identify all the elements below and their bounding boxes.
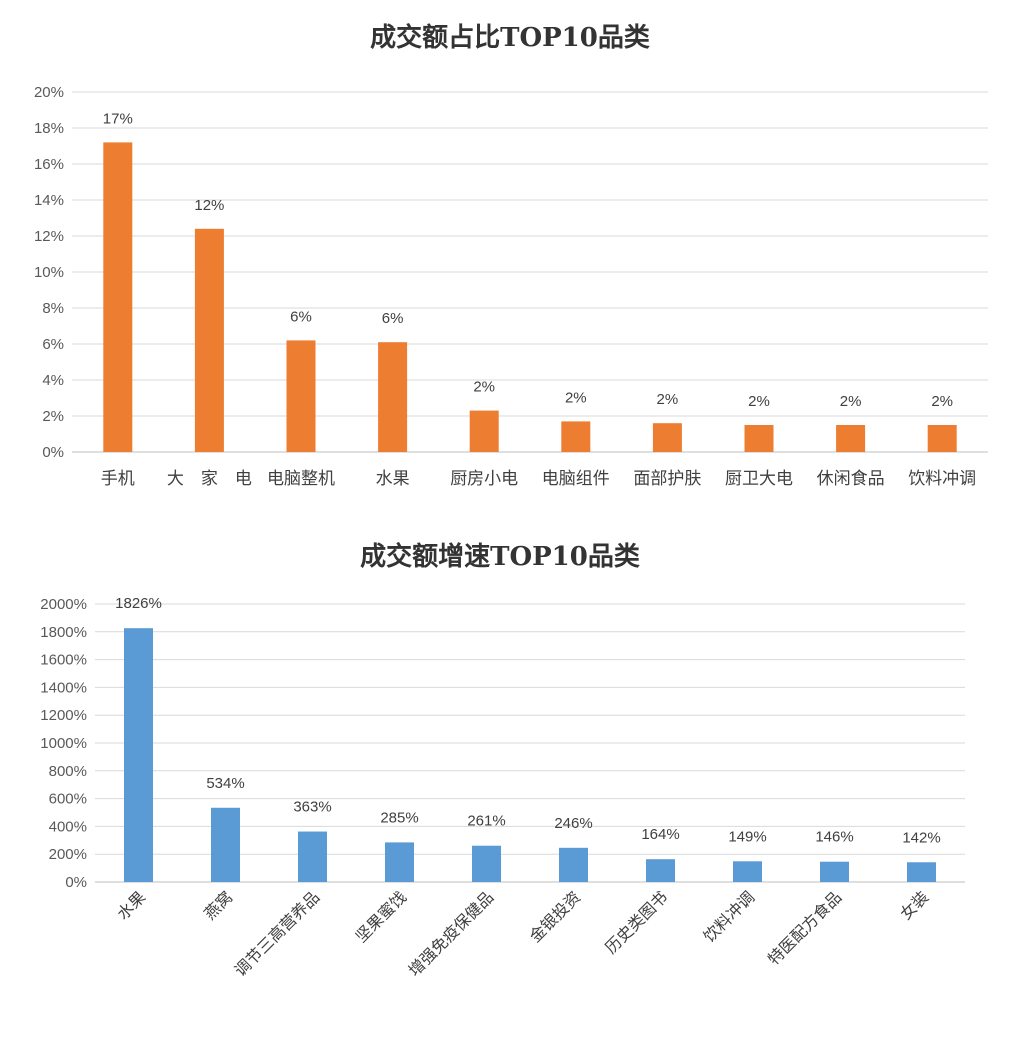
bar	[298, 831, 327, 882]
data-label: 149%	[728, 828, 766, 845]
chart-share-top10: 成交额占比TOP10品类 0% 2% 4% 6% 8% 10% 12% 14% 16% 18% 20%…	[0, 0, 1015, 520]
y-tick-label: 400%	[49, 818, 87, 835]
x-category-label: 水果	[376, 469, 410, 489]
x-category-label: 金银投资	[526, 887, 585, 946]
y-tick-label: 14%	[34, 192, 64, 209]
data-label: 2%	[931, 393, 953, 410]
data-label: 6%	[382, 310, 404, 327]
data-label: 142%	[902, 829, 940, 846]
x-category-label: 调节三高营养品	[231, 887, 324, 980]
chart-growth-svg: 成交额增速TOP10品类 0% 200% 400% 600% 800% 1000% 1200%…	[40, 541, 965, 980]
y-tick-label: 0%	[42, 444, 64, 461]
chart-title: 成交额占比TOP10品类	[370, 22, 650, 53]
bar	[836, 425, 866, 452]
x-category-label: 面部护肤	[633, 469, 701, 489]
data-label: 6%	[290, 308, 312, 325]
bar	[733, 861, 762, 882]
x-category-label: 特医配方食品	[764, 887, 845, 968]
y-tick-label: 10%	[34, 264, 64, 281]
bar	[820, 861, 849, 882]
y-tick-label: 12%	[34, 228, 64, 245]
x-category-label: 历史类图书	[601, 887, 671, 957]
x-category-label: 休闲食品	[817, 469, 885, 489]
y-tick-label: 6%	[42, 336, 64, 353]
data-label: 146%	[815, 829, 853, 846]
x-category-label: 厨房小电	[450, 469, 518, 489]
y-tick-label: 1200%	[40, 707, 87, 724]
y-tick-label: 18%	[34, 120, 64, 137]
x-category-label: 电脑整机	[267, 469, 335, 489]
bar	[385, 842, 414, 882]
y-tick-label: 600%	[49, 791, 87, 808]
y-tick-label: 20%	[34, 84, 64, 101]
chart-share-svg: 成交额占比TOP10品类 0% 2% 4% 6% 8% 10% 12% 14% 16% 18% 20%…	[34, 22, 988, 489]
bar	[286, 340, 316, 452]
data-label: 17%	[103, 110, 133, 127]
y-tick-label: 4%	[42, 372, 64, 389]
x-category-label: 厨卫大电	[725, 469, 793, 489]
x-category-label: 电脑组件	[542, 469, 610, 489]
data-label: 2%	[565, 389, 587, 406]
bar	[559, 847, 588, 882]
x-category-label: 饮料冲调	[700, 887, 759, 946]
y-tick-label: 200%	[49, 846, 87, 863]
bar	[472, 845, 501, 882]
data-label: 2%	[840, 393, 862, 410]
data-label: 285%	[380, 809, 418, 826]
bar	[211, 807, 240, 882]
chart-title: 成交额增速TOP10品类	[360, 541, 640, 572]
data-label: 2%	[748, 393, 770, 410]
data-label: 261%	[467, 813, 505, 830]
y-tick-label: 8%	[42, 300, 64, 317]
x-category-label: 饮料冲调	[908, 469, 976, 489]
y-tick-label: 2%	[42, 408, 64, 425]
bar	[124, 628, 153, 882]
x-category-label: 女装	[896, 887, 932, 923]
y-tick-label: 800%	[49, 763, 87, 780]
y-tick-label: 2000%	[40, 596, 87, 613]
y-tick-label: 1400%	[40, 679, 87, 696]
data-label: 1826%	[115, 595, 162, 612]
x-category-label: 燕窝	[200, 887, 236, 923]
x-category-label: 手机	[101, 469, 135, 489]
x-category-label: 增强免疫保健品	[405, 887, 498, 980]
bar	[652, 423, 682, 452]
bar	[907, 862, 936, 882]
bar	[194, 228, 224, 452]
bar	[561, 421, 591, 452]
data-label: 534%	[206, 775, 244, 792]
bar	[646, 859, 675, 882]
chart-growth-top10: 成交额增速TOP10品类 0% 200% 400% 600% 800% 1000% 1200%…	[0, 520, 1015, 1045]
x-category-label: 大 家 电	[167, 469, 252, 489]
bar	[744, 425, 774, 452]
y-tick-label: 1800%	[40, 624, 87, 641]
y-tick-label: 16%	[34, 156, 64, 173]
y-tick-label: 1600%	[40, 652, 87, 669]
x-category-label: 水果	[113, 887, 149, 923]
data-label: 2%	[473, 379, 495, 396]
data-label: 2%	[657, 391, 679, 408]
y-tick-label: 1000%	[40, 735, 87, 752]
x-category-label: 坚果蜜饯	[352, 887, 411, 946]
y-tick-label: 0%	[65, 874, 87, 891]
bar	[927, 425, 957, 452]
bar	[103, 142, 133, 452]
bar	[469, 410, 499, 452]
data-label: 12%	[194, 197, 224, 214]
data-label: 164%	[641, 826, 679, 843]
data-label: 363%	[293, 799, 331, 816]
bar	[378, 342, 408, 452]
data-label: 246%	[554, 815, 592, 832]
